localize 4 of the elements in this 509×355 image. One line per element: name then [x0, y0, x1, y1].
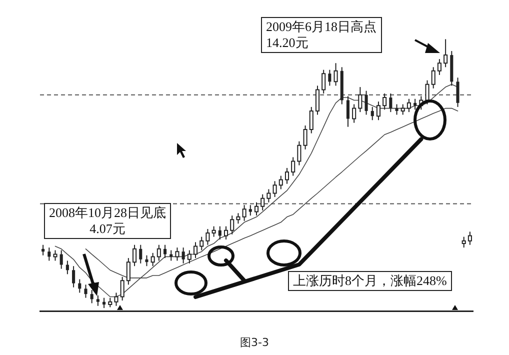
annotation: 2008年10月28日见底 4.07元: [44, 203, 171, 239]
annotation: 上涨历时8个月，涨幅248%: [288, 271, 452, 291]
caption: 图3-3: [239, 335, 270, 350]
annotation: 2009年6月18日高点 14.20元: [261, 17, 382, 53]
